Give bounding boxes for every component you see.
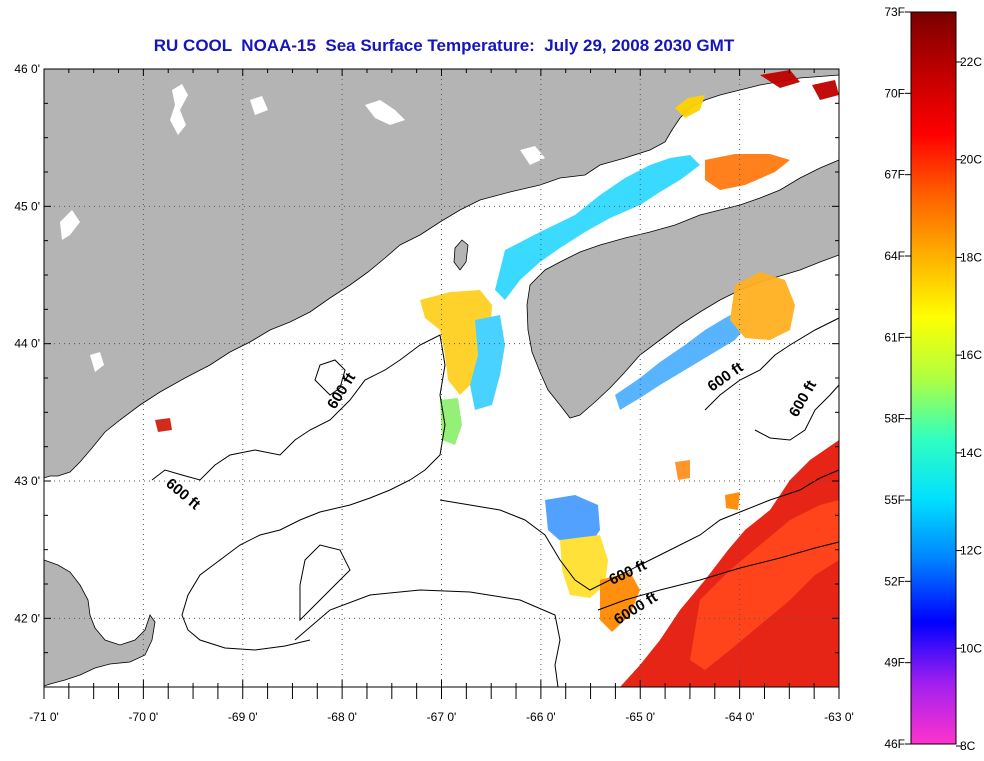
sst-patch [155, 418, 172, 432]
lon-tick-label: -71 0' [29, 710, 59, 724]
lon-tick-label: -66 0' [526, 710, 556, 724]
colorbar-celsius-label: 20C [960, 153, 982, 167]
colorbar [910, 11, 957, 745]
sst-patch [725, 492, 740, 510]
lake-shape [60, 210, 80, 240]
lon-tick-label: -69 0' [228, 710, 258, 724]
colorbar-celsius-label: 12C [960, 544, 982, 558]
colorbar-celsius-label: 14C [960, 446, 982, 460]
sst-bay-of-fundy-warm [705, 154, 790, 190]
land-cape-cod [43, 559, 156, 687]
colorbar-celsius-label: 22C [960, 55, 982, 69]
map-frame [43, 68, 840, 688]
lon-tick-label: -65 0' [625, 710, 655, 724]
sst-gulf-stream [620, 440, 839, 687]
lat-tick-label: 46 0' [14, 62, 40, 76]
colorbar-celsius-label: 10C [960, 641, 982, 655]
colorbar-fahrenheit-label: 49F [884, 656, 905, 670]
lat-tick-label: 44 0' [14, 337, 40, 351]
colorbar-celsius-label: 18C [960, 250, 982, 264]
sst-patch [675, 460, 690, 480]
page-title: RU COOL NOAA-15 Sea Surface Temperature:… [153, 36, 735, 55]
contour-600ft [151, 334, 446, 651]
sst-bay-of-fundy-inner [675, 95, 705, 118]
contour-600ft [314, 359, 346, 396]
sst-bay-of-fundy [495, 155, 700, 300]
lon-tick-label: -68 0' [327, 710, 357, 724]
colorbar-fahrenheit-label: 73F [884, 5, 905, 19]
lat-tick-label: 43 0' [14, 474, 40, 488]
contour-6000ft [597, 541, 840, 611]
colorbar-fahrenheit-label: 64F [884, 249, 905, 263]
graticule [44, 69, 839, 687]
colorbar-fahrenheit-label: 46F [884, 737, 905, 751]
lon-tick-label: -63 0' [824, 710, 854, 724]
sst-georges-cool [545, 495, 600, 545]
land-grand-manan [453, 239, 469, 271]
land-nova-scotia [526, 159, 840, 419]
sst-patch [760, 70, 800, 88]
contour-600ft [299, 544, 351, 622]
colorbar-fahrenheit-label: 70F [884, 86, 905, 100]
lat-tick-label: 45 0' [14, 199, 40, 213]
lon-tick-label: -70 0' [129, 710, 159, 724]
colorbar-scale: 73F 70F 67F 64F 61F 58F 55F 52F 49F 46F 22C 20C 18C 1… [884, 5, 982, 753]
lake-shape [170, 84, 188, 135]
colorbar-celsius-label: 16C [960, 348, 982, 362]
lake-shape [250, 96, 268, 115]
sst-gulf-stream-hot [690, 500, 839, 670]
lat-tick-label: 42 0' [14, 611, 40, 625]
lake-shape [365, 100, 405, 125]
contour-600ft [439, 469, 840, 591]
colorbar-fahrenheit-label: 61F [884, 330, 905, 344]
sst-strip [440, 398, 462, 445]
map-axes: 46 0' 45 0' 44 0' 43 0' 42 0' -71 0' -70 0' -69… [14, 62, 853, 724]
colorbar-fahrenheit-label: 67F [884, 168, 905, 182]
sst-patch [812, 80, 839, 100]
lon-tick-label: -64 0' [725, 710, 755, 724]
depth-contours [151, 317, 840, 688]
sst-scotian-warm [730, 272, 795, 340]
contour-6000ft [294, 589, 561, 688]
lake-shape [90, 352, 104, 372]
lon-tick-label: -67 0' [427, 710, 457, 724]
colorbar-fahrenheit-label: 58F [884, 412, 905, 426]
sst-eastern-gulf-cool [470, 315, 505, 410]
contour-600ft [704, 317, 840, 411]
sst-georges-warm [560, 535, 608, 598]
sst-eastern-gulf [420, 290, 492, 395]
colorbar-fahrenheit-label: 55F [884, 493, 905, 507]
colorbar-fahrenheit-label: 52F [884, 574, 905, 588]
sst-data-layer [155, 70, 839, 687]
sst-scotian-nearshore [615, 310, 750, 410]
lake-shape [520, 146, 545, 165]
contour-600ft [754, 384, 840, 441]
colorbar-celsius-label: 8C [960, 739, 976, 753]
